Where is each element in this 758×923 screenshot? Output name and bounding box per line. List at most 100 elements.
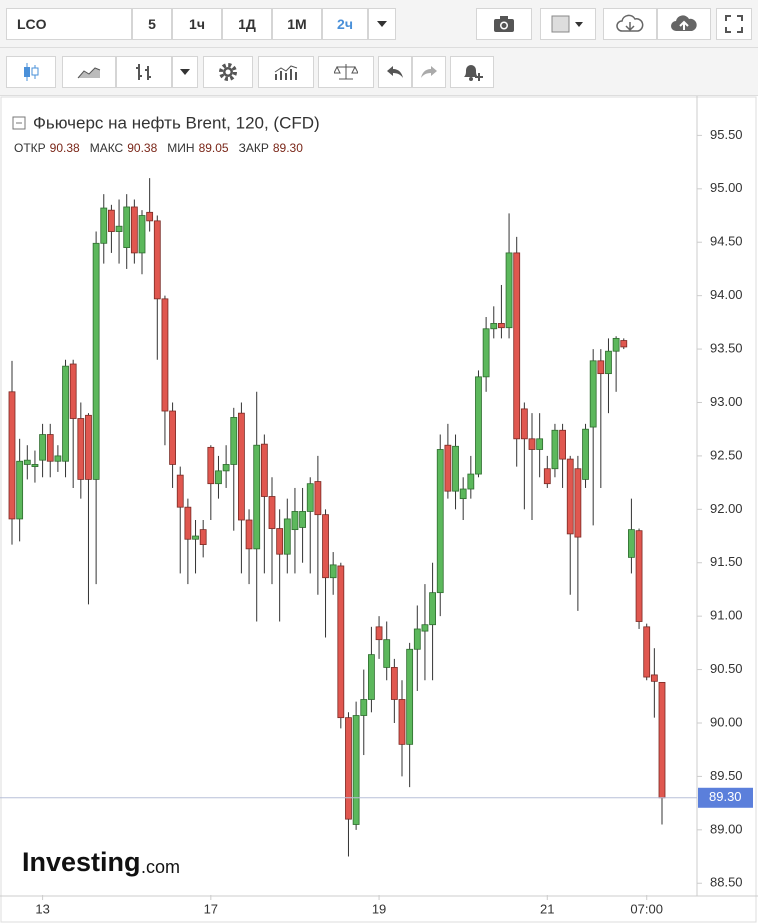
toolbar-top: LCO 5 1ч 1Д 1М 2ч	[0, 0, 758, 48]
candle-body	[77, 418, 85, 480]
candle-body	[146, 211, 154, 222]
candle-body	[108, 209, 115, 232]
candle-body	[54, 455, 62, 462]
candle-body	[245, 519, 253, 550]
candle-body	[215, 470, 222, 485]
bar-type-button[interactable]	[116, 56, 172, 88]
redo-button[interactable]	[412, 56, 446, 88]
candle-body	[360, 699, 368, 716]
candle-body	[650, 674, 658, 682]
candle-body	[230, 417, 238, 465]
cloud-down-icon	[616, 14, 644, 32]
candle-body	[253, 444, 261, 550]
candle-body	[85, 414, 92, 480]
candle-body	[467, 473, 475, 490]
chart: Фьючерс на нефть Brent, 120, (CFD) ОТКР 9…	[0, 96, 758, 923]
undo-icon	[387, 66, 403, 78]
candle-body	[505, 252, 513, 329]
ohlc-value: 90.38	[50, 141, 80, 155]
fullscreen-button[interactable]	[716, 8, 752, 40]
interval-button[interactable]: 1ч	[172, 8, 222, 40]
candle-body	[8, 391, 16, 520]
candle-body	[192, 535, 199, 540]
y-tick-label: 90.50	[710, 661, 743, 676]
symbol-box[interactable]: LCO	[6, 8, 132, 40]
candle-body	[490, 323, 498, 330]
candle-body	[283, 518, 291, 555]
area-icon	[77, 67, 101, 79]
candle-body	[543, 468, 551, 485]
candle-body	[16, 460, 24, 520]
undo-button[interactable]	[378, 56, 412, 88]
ohlc-header: ОТКР 90.38 МАКС 90.38 МИН 89.05 ЗАКР 89.30	[14, 141, 303, 155]
alert-button[interactable]	[450, 56, 494, 88]
candle-body	[161, 298, 169, 412]
color-icon	[551, 15, 583, 33]
chart-title: Фьючерс на нефть Brent, 120, (CFD)	[33, 113, 320, 132]
screenshot-button[interactable]	[476, 8, 532, 40]
y-tick-label: 95.00	[710, 180, 743, 195]
candle-body	[268, 496, 276, 529]
candle-body	[406, 648, 414, 745]
candle-body	[291, 511, 299, 531]
type-dropdown[interactable]	[172, 56, 198, 88]
candle-body	[199, 529, 207, 545]
candle-body	[436, 449, 444, 594]
ohlc-name: МИН	[167, 141, 194, 155]
interval-dropdown[interactable]	[368, 8, 396, 40]
candle-body	[115, 225, 123, 232]
expand-icon	[725, 15, 743, 33]
y-tick-label: 89.50	[710, 768, 743, 783]
candle-body	[566, 458, 574, 535]
y-tick-label: 92.00	[710, 501, 743, 516]
toolbar-tools	[0, 48, 758, 96]
candle-body	[23, 459, 31, 465]
settings-button[interactable]	[203, 56, 253, 88]
x-tick-label: 17	[204, 901, 218, 916]
candle-body	[329, 564, 337, 579]
candle-body	[62, 365, 69, 462]
y-tick-label: 89.00	[710, 821, 743, 836]
candle-type-button[interactable]	[6, 56, 56, 88]
candle-body	[582, 428, 589, 480]
camera-icon	[494, 16, 514, 32]
download-button[interactable]	[603, 8, 657, 40]
y-tick-label: 88.50	[710, 875, 743, 890]
line-type-button[interactable]	[62, 56, 116, 88]
ohlc-name: ЗАКР	[239, 141, 269, 155]
x-tick-label: 19	[372, 901, 386, 916]
y-tick-label: 91.50	[710, 554, 743, 569]
candle-body	[222, 464, 230, 472]
candle-body	[482, 328, 490, 378]
ohlc-name: МАКС	[90, 141, 124, 155]
candle-body	[589, 360, 597, 428]
y-tick-label: 93.00	[710, 394, 743, 409]
candle-body	[658, 681, 666, 799]
candle-body	[31, 464, 39, 467]
caret-icon	[180, 69, 190, 75]
interval-button[interactable]: 2ч	[322, 8, 368, 40]
interval-button[interactable]: 1Д	[222, 8, 272, 40]
indicators-button[interactable]	[258, 56, 314, 88]
ohlc-icon	[136, 64, 151, 80]
candle-body	[475, 376, 482, 475]
candle-body	[643, 626, 651, 678]
candle-body	[184, 506, 192, 540]
candle-body	[574, 468, 582, 538]
interval-button[interactable]: 1М	[272, 8, 322, 40]
y-tick-label: 92.50	[710, 447, 743, 462]
interval-button[interactable]: 5	[132, 8, 172, 40]
redo-icon	[421, 66, 437, 78]
color-button[interactable]	[540, 8, 596, 40]
candle-body	[276, 528, 284, 555]
candle-body	[513, 252, 521, 440]
brand-suffix: .com	[141, 857, 180, 877]
upload-button[interactable]	[657, 8, 711, 40]
compare-button[interactable]	[318, 56, 374, 88]
candle-body	[299, 511, 306, 528]
indicator-icon	[274, 65, 298, 80]
candle-body	[628, 529, 635, 558]
candle-body	[375, 626, 383, 641]
candle-body	[169, 410, 176, 465]
